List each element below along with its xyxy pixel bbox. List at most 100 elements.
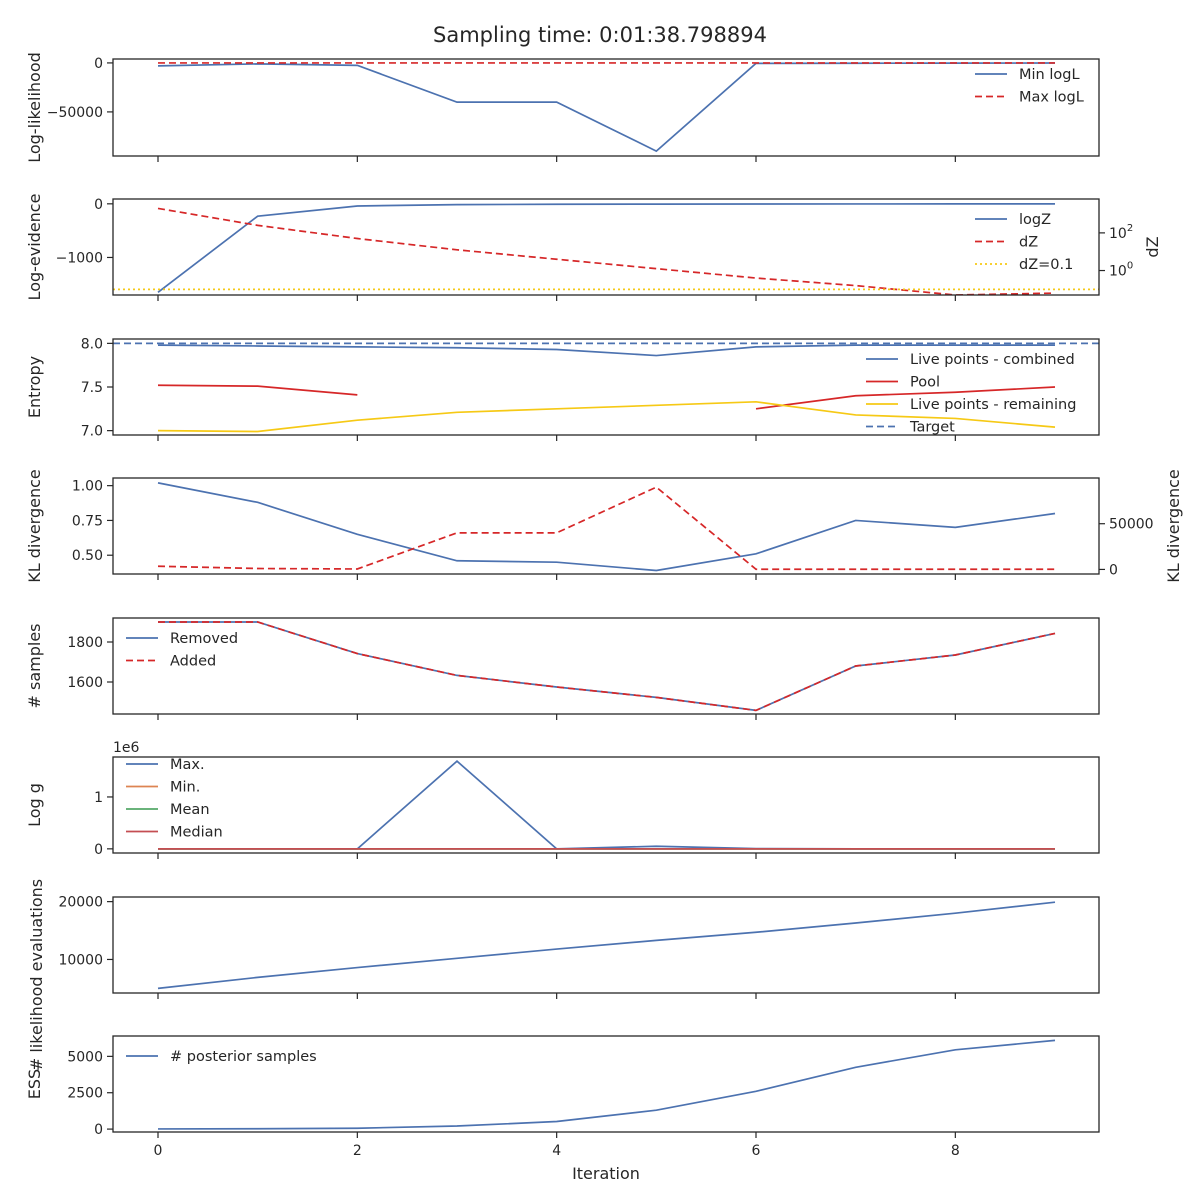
series-line-live-points-combined: [157, 344, 1055, 357]
y-tick-label: 2500: [67, 1086, 103, 1102]
legend-label-dz-0-1: dZ=0.1: [1019, 257, 1073, 273]
series-line-1: [157, 901, 1056, 990]
axes-frame: [112, 58, 1100, 157]
y-tick-label: 1800: [67, 635, 103, 651]
series-line-pool-segment-2: [755, 386, 1056, 410]
x-axis-label: Iteration: [572, 1164, 640, 1183]
legend-label-target: Target: [909, 420, 955, 436]
series-line-logz: [157, 203, 1055, 293]
right-y-tick-base: 10: [1109, 264, 1127, 280]
series-line-min-logl: [157, 62, 1056, 153]
y-tick-label: 1.00: [72, 479, 103, 495]
axes-frame: [112, 198, 1100, 296]
legend-label-added: Added: [170, 654, 216, 670]
y-offset-label: 1e6: [113, 740, 140, 756]
plot-area: [157, 62, 1056, 153]
series-line-added: [158, 621, 1056, 712]
x-tick-label: 0: [154, 1143, 163, 1159]
legend: Live points - combined Pool Live points - …: [866, 352, 1076, 436]
y-tick-label: 7.5: [81, 380, 103, 396]
y-tick-label: 20000: [58, 895, 103, 911]
y-tick-label: 0: [94, 1122, 103, 1138]
legend-label-min-logl: Min logL: [1019, 67, 1080, 83]
right-y-axis-label: KL divergence: [1164, 469, 1183, 582]
legend-label-removed: Removed: [170, 631, 238, 647]
series-line-max: [158, 760, 1055, 850]
legend-label-median: Median: [170, 825, 223, 841]
y-axis-label: Log-likelihood: [25, 52, 44, 163]
legend: Removed Added: [126, 631, 238, 670]
subplot-7: 20000 10000 # likelihood evaluations: [27, 879, 1100, 1071]
y-tick-label: 1600: [67, 675, 103, 691]
y-tick-label: 0.50: [72, 548, 103, 564]
axes-frame: [112, 756, 1100, 854]
y-axis-label: Log-evidence: [25, 194, 44, 301]
right-y-tick-base: 0: [1109, 562, 1118, 578]
axes-frame: [112, 617, 1100, 715]
y-tick-label: 10000: [58, 952, 103, 968]
x-tick-label: 6: [752, 1143, 761, 1159]
series-line-pool-segment-1: [157, 384, 358, 396]
subplot-3: 8.0 7.5 7.0 Entropy Live points - combined Po…: [25, 336, 1100, 441]
series-line-live-points-remaining: [157, 400, 1056, 433]
subplot-8: 0 2 4 6 8 5000 2500 0 ESS # posterior samples: [25, 1035, 1100, 1159]
series-line-1: [157, 482, 1056, 572]
y-tick-label: 0: [94, 56, 103, 72]
plot-area: [158, 621, 1056, 712]
subplot-6: 1 0 Log g 1e6 Max. Min. Mean Median: [25, 740, 1100, 859]
y-axis-label: # samples: [25, 624, 44, 709]
right-y-tick-base: 50000: [1109, 517, 1154, 533]
right-y-axis-label: dZ: [1143, 236, 1162, 257]
x-tick-label: 8: [951, 1143, 960, 1159]
right-y-tick-label: 102: [1109, 223, 1133, 242]
right-y-tick-label: 100: [1109, 261, 1133, 280]
plot-area: [113, 342, 1099, 433]
legend-label-live-points-combined: Live points - combined: [910, 352, 1075, 368]
legend-label-pool: Pool: [910, 375, 940, 391]
y-axis-label: Log g: [25, 783, 44, 827]
y-tick-label: 7.0: [81, 424, 103, 440]
y-tick-label: 0: [94, 197, 103, 213]
legend-label-max-logl: Max logL: [1019, 90, 1084, 106]
figure-title: Sampling time: 0:01:38.798894: [433, 23, 767, 47]
right-y-tick-exponent: 0: [1127, 261, 1133, 272]
y-tick-label: 0.75: [72, 513, 103, 529]
legend-label-mean: Mean: [170, 802, 210, 818]
right-y-tick-base: 10: [1109, 226, 1127, 242]
axes-frame: [112, 1035, 1100, 1133]
axes-frame: [112, 896, 1100, 994]
y-tick-label: −1000: [56, 250, 103, 266]
legend: # posterior samples: [126, 1049, 317, 1065]
legend-label-posterior-samples: # posterior samples: [170, 1049, 317, 1065]
plot-area: [157, 1039, 1056, 1130]
legend: Min logL Max logL: [975, 67, 1084, 106]
plot-area: [158, 760, 1055, 850]
y-axis-label: # likelihood evaluations: [27, 879, 46, 1071]
plot-area: [113, 203, 1099, 295]
y-axis-label: Entropy: [25, 356, 44, 418]
subplot-5: 1800 1600 # samples Removed Added: [25, 617, 1100, 720]
legend-label-min: Min.: [170, 780, 200, 796]
series-line-2: [157, 486, 1055, 571]
legend-label-live-points-remaining: Live points - remaining: [910, 397, 1076, 413]
series-line-posterior-samples: [157, 1039, 1056, 1130]
series-line-removed: [158, 621, 1056, 712]
y-tick-label: 5000: [67, 1049, 103, 1065]
y-tick-label: 0: [94, 842, 103, 858]
right-y-tick-label: 0: [1109, 562, 1118, 578]
y-axis-label: ESS: [25, 1069, 44, 1099]
y-tick-label: 1: [94, 790, 103, 806]
legend-label-max: Max.: [170, 757, 205, 773]
right-y-tick-exponent: 2: [1127, 223, 1133, 234]
subplot-4: 1.00 0.75 0.50 KL divergence 50000 0 KL diverg…: [25, 469, 1183, 582]
x-tick-label: 4: [552, 1143, 561, 1159]
right-y-tick-label: 50000: [1109, 517, 1154, 533]
plot-area: [157, 901, 1056, 990]
x-tick-label: 2: [353, 1143, 362, 1159]
legend-label-logz: logZ: [1019, 212, 1051, 228]
legend: Max. Min. Mean Median: [126, 757, 223, 841]
y-axis-label: KL divergence: [25, 469, 44, 582]
